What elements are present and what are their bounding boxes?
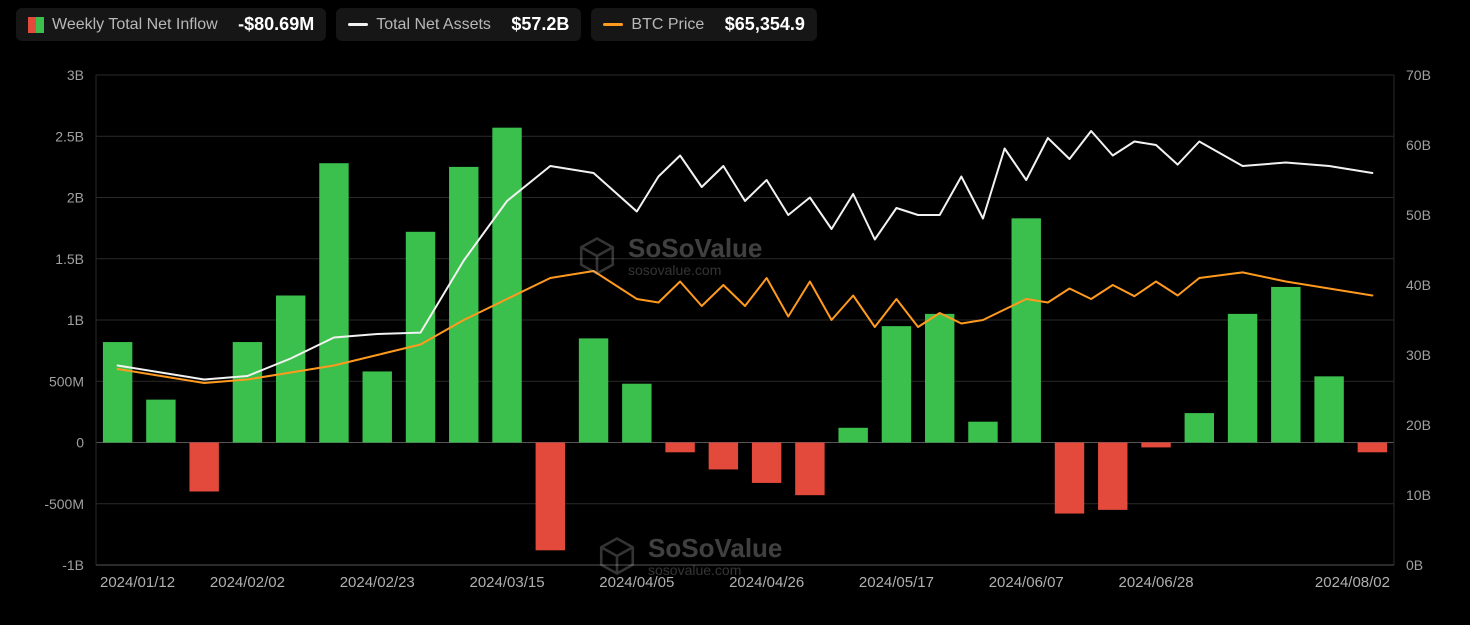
- svg-text:2024/08/02: 2024/08/02: [1315, 574, 1390, 591]
- legend-btc-label: BTC Price: [631, 16, 704, 34]
- svg-text:40B: 40B: [1406, 277, 1431, 293]
- legend-btc-value: $65,354.9: [725, 14, 805, 35]
- svg-text:2B: 2B: [67, 190, 84, 206]
- svg-text:2024/06/28: 2024/06/28: [1118, 574, 1193, 591]
- combo-chart: -1B -500M 0 500M 1B 1.5B 2B 2.5B 3B 0B 10B 20B 30B 40…: [16, 45, 1454, 605]
- svg-text:2024/04/26: 2024/04/26: [729, 574, 804, 591]
- legend-assets: Total Net Assets $57.2B: [336, 8, 581, 41]
- svg-text:2024/02/23: 2024/02/23: [340, 574, 415, 591]
- legend-inflow-label: Weekly Total Net Inflow: [52, 16, 218, 34]
- chart-area: -1B -500M 0 500M 1B 1.5B 2B 2.5B 3B 0B 10B 20B 30B 40…: [16, 45, 1454, 605]
- svg-text:2024/03/15: 2024/03/15: [469, 574, 544, 591]
- svg-text:2024/05/17: 2024/05/17: [859, 574, 934, 591]
- legend-assets-label: Total Net Assets: [376, 16, 491, 34]
- svg-text:70B: 70B: [1406, 67, 1431, 83]
- legend-assets-value: $57.2B: [511, 14, 569, 35]
- svg-text:20B: 20B: [1406, 417, 1431, 433]
- legend-dash-btc: [603, 23, 623, 26]
- svg-text:30B: 30B: [1406, 347, 1431, 363]
- svg-text:0: 0: [76, 435, 84, 451]
- svg-text:-500M: -500M: [44, 496, 84, 512]
- legend-btc: BTC Price $65,354.9: [591, 8, 816, 41]
- svg-text:2024/02/02: 2024/02/02: [210, 574, 285, 591]
- svg-text:3B: 3B: [67, 67, 84, 83]
- legend-bar: Weekly Total Net Inflow -$80.69M Total N…: [0, 0, 1470, 45]
- svg-text:2.5B: 2.5B: [55, 128, 84, 144]
- svg-text:0B: 0B: [1406, 557, 1423, 573]
- legend-inflow: Weekly Total Net Inflow -$80.69M: [16, 8, 326, 41]
- legend-swatch-inflow: [28, 17, 44, 33]
- legend-inflow-value: -$80.69M: [238, 14, 314, 35]
- svg-text:2024/06/07: 2024/06/07: [989, 574, 1064, 591]
- svg-text:60B: 60B: [1406, 137, 1431, 153]
- svg-text:500M: 500M: [49, 373, 84, 389]
- svg-text:-1B: -1B: [62, 557, 84, 573]
- svg-text:1.5B: 1.5B: [55, 251, 84, 267]
- svg-text:1B: 1B: [67, 312, 84, 328]
- svg-text:2024/01/12: 2024/01/12: [100, 574, 175, 591]
- svg-text:10B: 10B: [1406, 487, 1431, 503]
- svg-text:50B: 50B: [1406, 207, 1431, 223]
- legend-dash-assets: [348, 23, 368, 26]
- svg-text:2024/04/05: 2024/04/05: [599, 574, 674, 591]
